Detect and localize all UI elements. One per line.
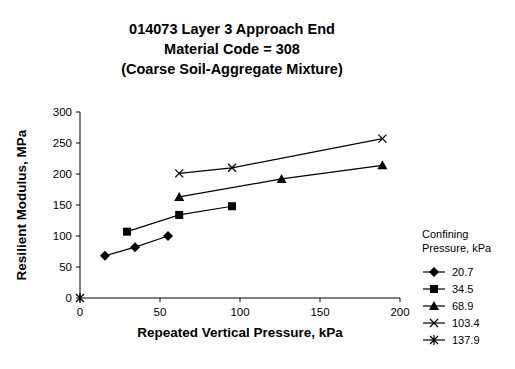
y-tick-label: 300	[53, 106, 72, 118]
x-axis-label: Repeated Vertical Pressure, kPa	[137, 325, 343, 340]
data-point	[228, 202, 236, 210]
data-point	[76, 293, 84, 303]
legend-label: 34.5	[452, 283, 473, 295]
legend-title-line: Confining	[422, 228, 468, 240]
y-tick	[76, 205, 80, 206]
x-tick-label: 0	[77, 306, 83, 318]
chart: 014073 Layer 3 Approach End Material Code…	[0, 0, 515, 369]
title-line: Material Code = 308	[164, 41, 300, 57]
legend-marker	[430, 319, 438, 327]
data-point	[277, 174, 287, 183]
legend-marker	[429, 267, 439, 277]
legend-marker	[430, 335, 438, 345]
data-point	[123, 228, 131, 236]
legend-marker	[430, 285, 438, 293]
y-tick	[76, 174, 80, 175]
y-tick	[76, 112, 80, 113]
data-point	[100, 251, 110, 261]
legend-label: 103.4	[452, 317, 480, 329]
data-point	[175, 169, 183, 177]
data-point	[228, 164, 236, 172]
legend-marker	[429, 301, 439, 310]
x-tick	[160, 298, 161, 302]
legend-title: Confining Pressure, kPa	[422, 228, 492, 254]
y-axis-label: Resilient Modulus, MPa	[14, 129, 29, 280]
legend-label: 68.9	[452, 300, 473, 312]
data-point	[175, 211, 183, 219]
series-line	[127, 206, 232, 231]
x-tick	[320, 298, 321, 302]
x-tick	[240, 298, 241, 302]
title-line: 014073 Layer 3 Approach End	[129, 21, 335, 37]
data-point	[378, 135, 386, 143]
y-tick-label: 0	[66, 292, 72, 304]
title: 014073 Layer 3 Approach End Material Code…	[121, 21, 343, 77]
y-tick-label: 100	[53, 230, 72, 242]
x-tick-label: 200	[390, 306, 409, 318]
y-tick	[76, 267, 80, 268]
x-tick-label: 100	[230, 306, 249, 318]
legend: Confining Pressure, kPa 20.7 34.5 68.9 103.4 1…	[422, 228, 492, 346]
y-tick-label: 200	[53, 168, 72, 180]
data-point	[130, 242, 140, 252]
y-tick-label: 50	[59, 261, 72, 273]
y-tick	[76, 143, 80, 144]
y-tick-label: 150	[53, 199, 72, 211]
data-point	[163, 231, 173, 241]
data-point	[377, 160, 387, 169]
legend-label: 20.7	[452, 266, 473, 278]
x-tick	[400, 298, 401, 302]
plot-area	[76, 135, 387, 303]
y-tick-label: 250	[53, 137, 72, 149]
legend-title-line: Pressure, kPa	[422, 242, 492, 254]
x-tick-label: 150	[310, 306, 329, 318]
data-point	[174, 192, 184, 201]
x-tick-label: 50	[154, 306, 167, 318]
series-line	[105, 236, 168, 256]
title-line: (Coarse Soil-Aggregate Mixture)	[121, 61, 343, 77]
y-tick	[76, 236, 80, 237]
series-line	[179, 139, 382, 174]
legend-label: 137.9	[452, 334, 480, 346]
